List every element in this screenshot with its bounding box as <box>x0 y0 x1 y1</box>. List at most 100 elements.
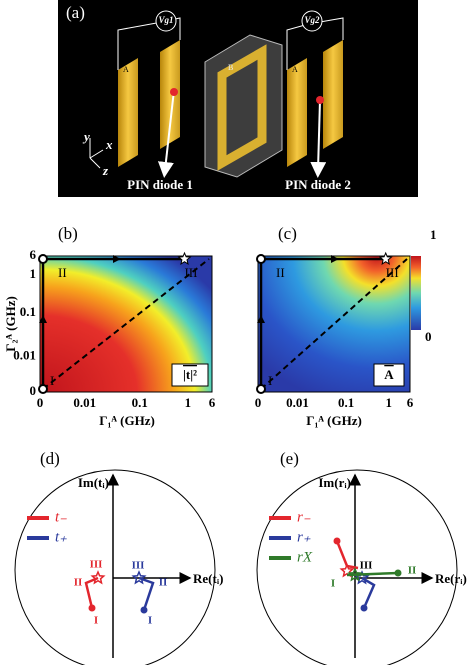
colorbar <box>411 256 421 330</box>
unit-circle <box>256 469 458 665</box>
diode <box>316 96 324 104</box>
trajectory <box>346 571 399 577</box>
axis-label: Im(tᵢ) <box>78 475 109 490</box>
marker <box>38 384 48 394</box>
y-tick-label: 0.1 <box>20 304 36 319</box>
axis-label: Im(rᵢ) <box>318 475 351 490</box>
plate <box>287 58 307 167</box>
legend: A <box>384 367 394 382</box>
legend-label: rX <box>297 549 313 565</box>
gate-label: Vg1 <box>158 15 173 25</box>
axis-name: x <box>105 137 113 152</box>
gate-source <box>301 10 323 32</box>
marker <box>38 254 48 264</box>
point-label: III <box>184 265 197 280</box>
region-label: B <box>228 63 233 72</box>
gate-label: Vg2 <box>304 15 320 25</box>
marker-star <box>347 567 363 582</box>
point-label: II <box>74 577 83 589</box>
plate <box>160 40 180 149</box>
point-label: III <box>386 265 399 280</box>
legend-box <box>171 363 209 387</box>
trajectory <box>138 576 155 611</box>
marker-star <box>378 251 393 265</box>
marker <box>256 254 266 264</box>
legend-label: r₊ <box>297 529 311 545</box>
point-label: III <box>132 560 145 572</box>
diode-label: PIN diode 2 <box>285 177 351 192</box>
x-tick-label: 0 <box>255 395 262 410</box>
x-tick-label: 0.1 <box>338 395 354 410</box>
pointer <box>310 99 327 178</box>
panel-label: (c) <box>278 224 297 243</box>
axis-name: y <box>82 129 90 144</box>
x-tick-label: 1 <box>185 395 192 410</box>
legend-label: r₋ <box>297 509 311 525</box>
point-label: III <box>360 560 373 572</box>
region-label: A <box>123 65 129 74</box>
trajectory <box>361 576 376 609</box>
axis-triad <box>89 138 104 169</box>
marker <box>333 537 341 545</box>
marker <box>140 606 148 614</box>
panel-label: (d) <box>40 449 60 468</box>
marker <box>256 384 266 394</box>
axis-label: Re(tᵢ) <box>193 571 223 586</box>
x-tick-label: 0.01 <box>73 395 96 410</box>
point-label: II <box>58 265 67 280</box>
panel-label: (a) <box>66 3 85 22</box>
diagonal <box>260 258 408 390</box>
x-tick-label: 0.1 <box>132 395 148 410</box>
diode <box>170 88 178 96</box>
panel-label: (b) <box>58 224 78 243</box>
y-tick-label: 6 <box>30 247 37 262</box>
wire <box>117 17 344 70</box>
point-label: II <box>408 565 417 577</box>
point-label: I <box>94 615 98 627</box>
x-axis-label: Γ₁ᴬ (GHz) <box>306 413 362 428</box>
x-tick-label: 6 <box>407 395 414 410</box>
point-label: I <box>148 615 152 627</box>
plate <box>118 58 138 167</box>
marker <box>394 569 402 577</box>
marker-star <box>131 570 147 585</box>
axis-name: z <box>102 163 109 178</box>
y-tick-label: 0 <box>30 383 37 398</box>
x-axis-label: Γ₁ᴬ (GHz) <box>99 413 155 428</box>
marker <box>360 604 368 612</box>
colorbar-label: 0 <box>425 329 432 344</box>
point-label: I <box>331 578 335 590</box>
region-label: A <box>292 65 298 74</box>
diagonal <box>42 258 210 390</box>
trajectory <box>84 576 99 609</box>
marker-star <box>90 570 106 585</box>
colorbar-label: 1 <box>430 227 437 242</box>
y-tick-label: 1 <box>30 266 37 281</box>
diode-label: PIN diode 1 <box>127 177 193 192</box>
marker-star <box>339 563 355 578</box>
plate <box>323 40 343 149</box>
point-label: III <box>90 559 103 571</box>
legend-box <box>373 363 405 387</box>
panel-label: (e) <box>280 449 299 468</box>
x-tick-label: 0.01 <box>286 395 309 410</box>
y-tick-label: 0.01 <box>13 348 36 363</box>
axis-label: Re(rᵢ) <box>435 571 467 586</box>
legend-label: t₊ <box>55 529 67 545</box>
marker-star <box>177 251 192 265</box>
x-tick-label: 6 <box>209 395 216 410</box>
point-label: I <box>268 373 272 388</box>
gate-source <box>155 10 177 32</box>
y-axis-label: Γ₂ᴬ (GHz) <box>3 296 18 352</box>
legend: |t|² <box>183 367 197 382</box>
x-tick-label: 1 <box>385 395 392 410</box>
point-label: II <box>276 265 285 280</box>
point-label: I <box>50 373 54 388</box>
point-label: II <box>159 577 168 589</box>
marker <box>88 604 96 612</box>
ring <box>217 44 267 171</box>
legend-label: t₋ <box>55 509 67 525</box>
x-tick-label: 0 <box>37 395 44 410</box>
unit-circle <box>14 469 216 665</box>
